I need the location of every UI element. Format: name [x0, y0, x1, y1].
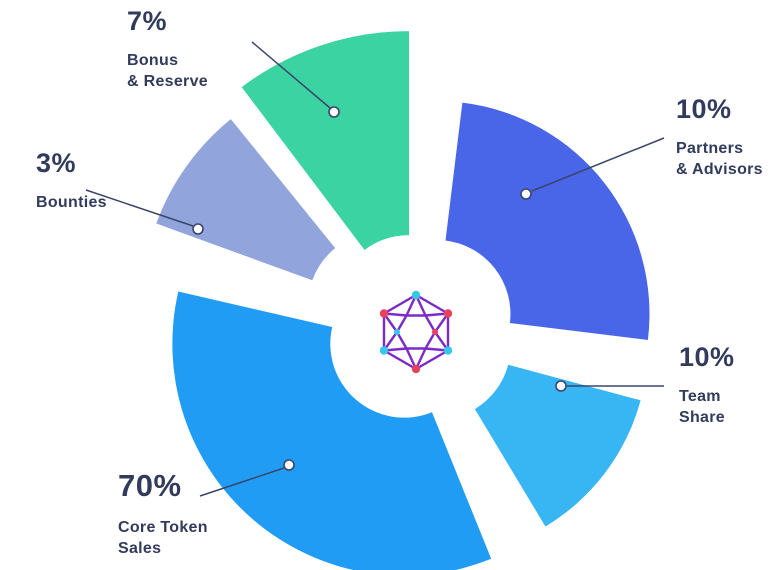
- leader-marker-core-token-sales: [283, 459, 295, 471]
- logo-web-spokes: [382, 293, 450, 371]
- leader-line-bounties: [85, 189, 194, 227]
- slice-core-token-sales[interactable]: [172, 291, 492, 570]
- slice-bonus-reserve[interactable]: [241, 31, 409, 250]
- logo-node-red-dot: [432, 329, 438, 335]
- logo-outer-hexagon: [382, 293, 450, 371]
- slice-label: Partners & Advisors: [676, 140, 763, 179]
- slice-percentage: 3%: [36, 148, 77, 178]
- callout-core-token-sales: 70% Core Token Sales: [118, 468, 208, 559]
- callout-team-share: 10% Team Share: [679, 342, 735, 428]
- slice-percentage: 7%: [127, 6, 168, 36]
- logo-node-red-dot: [443, 309, 453, 318]
- logo-node-cyan-dot: [443, 346, 453, 355]
- logo-node-cyan-dot: [394, 329, 400, 335]
- slice-label: Bonus & Reserve: [127, 52, 208, 91]
- slice-label: Core Token Sales: [118, 519, 208, 558]
- callout-bounties: 3% Bounties: [36, 148, 107, 213]
- leader-marker-bounties: [192, 223, 204, 235]
- leader-line-core-token-sales: [199, 467, 285, 497]
- leader-lines-group: [85, 41, 665, 497]
- slice-percentage: 10%: [679, 342, 735, 372]
- logo-node-red-dot: [379, 309, 389, 318]
- leader-marker-team-share: [555, 380, 567, 392]
- slice-bounties[interactable]: [156, 119, 336, 281]
- slice-partners-advisors[interactable]: [445, 102, 650, 340]
- slice-label: Team Share: [679, 388, 725, 427]
- leader-marker-partners-advisors: [520, 188, 532, 200]
- hex-web-logo-icon: [379, 290, 453, 374]
- callout-bonus-reserve: 7% Bonus & Reserve: [127, 6, 208, 92]
- slice-percentage: 10%: [676, 94, 732, 124]
- leader-line-bonus-reserve: [251, 41, 331, 109]
- callout-partners-advisors: 10% Partners & Advisors: [676, 94, 763, 180]
- logo-node-cyan-dot: [379, 346, 389, 355]
- leader-marker-bonus-reserve: [328, 106, 340, 118]
- leader-line-partners-advisors: [531, 137, 665, 192]
- slice-team-share[interactable]: [474, 364, 641, 527]
- pie-slices-group: [156, 31, 650, 570]
- logo-node-red-dot: [411, 364, 421, 374]
- logo-node-cyan-dot: [411, 290, 421, 300]
- slice-percentage: 70%: [118, 468, 182, 503]
- logo-inner-hexagon: [395, 314, 437, 350]
- slice-label: Bounties: [36, 194, 107, 211]
